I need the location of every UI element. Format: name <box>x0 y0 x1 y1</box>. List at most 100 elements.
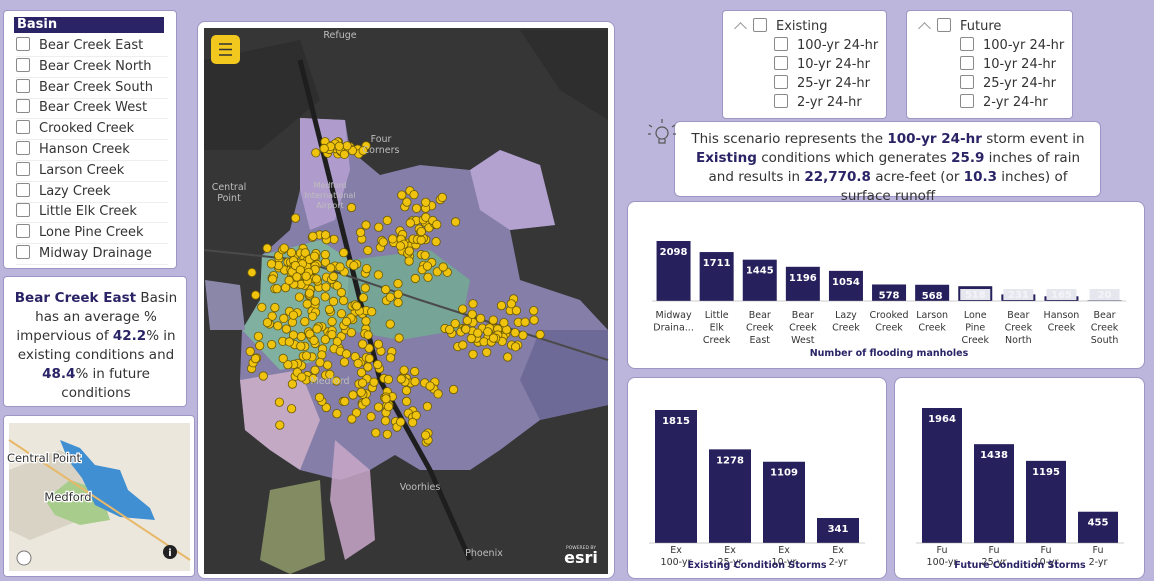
checkbox[interactable] <box>937 18 951 32</box>
basin-area <box>260 480 325 574</box>
value: 48.4 <box>42 366 76 382</box>
filter-option[interactable]: 10-yr 24-hr <box>960 55 1056 75</box>
manhole-dot <box>309 335 319 345</box>
checkbox[interactable] <box>774 56 788 70</box>
checkbox[interactable] <box>16 37 30 51</box>
bar <box>785 266 820 301</box>
basin-option[interactable]: Bear Creek West <box>16 98 168 120</box>
bar <box>656 241 691 301</box>
checkbox[interactable] <box>16 99 30 114</box>
manhole-dot <box>300 316 310 327</box>
basin-area <box>470 150 555 230</box>
manhole-dot <box>270 302 280 313</box>
checkbox[interactable] <box>16 57 30 72</box>
manhole-dot <box>347 414 357 424</box>
manhole-dot <box>467 309 477 319</box>
checkbox[interactable] <box>16 245 30 259</box>
checkbox[interactable] <box>16 161 30 176</box>
bar <box>872 284 907 301</box>
filter-option[interactable]: 2-yr 24-hr <box>960 93 1048 113</box>
basin-option[interactable]: Lone Pine Creek <box>16 223 168 245</box>
manhole-dot <box>511 305 522 316</box>
manhole-dot <box>355 227 366 237</box>
checkbox[interactable] <box>960 94 974 108</box>
inset-locate[interactable] <box>16 550 32 566</box>
manhole-dot <box>421 197 431 207</box>
checkbox[interactable] <box>16 78 30 93</box>
filter-header[interactable]: Existing <box>733 17 828 37</box>
manhole-dot <box>410 273 420 284</box>
value-label-box <box>960 289 991 300</box>
value-label: 1815 <box>662 416 690 427</box>
value-label: 455 <box>1088 518 1109 529</box>
option-label: 25-yr 24-hr <box>797 76 870 91</box>
inset-info[interactable] <box>163 545 177 559</box>
checkbox[interactable] <box>774 37 788 51</box>
filter-option[interactable]: 10-yr 24-hr <box>774 55 870 75</box>
option-label: Lone Pine Creek <box>39 225 144 241</box>
manhole-dot <box>363 362 373 372</box>
manhole-dot <box>322 360 333 370</box>
bar <box>1026 460 1066 543</box>
inset-label: Central Point <box>7 451 82 465</box>
checkbox[interactable] <box>16 182 30 197</box>
manhole-dot <box>339 357 349 367</box>
filter-option[interactable]: 100-yr 24-hr <box>960 36 1064 56</box>
map-label: Central Point <box>212 182 247 204</box>
manhole-dot <box>411 203 422 213</box>
checkbox[interactable] <box>774 94 788 108</box>
checkbox[interactable] <box>753 18 767 32</box>
manhole-dot <box>385 292 395 302</box>
checkbox[interactable] <box>16 224 30 239</box>
checkbox[interactable] <box>774 75 788 89</box>
basin-option[interactable]: Bear Creek South <box>16 78 168 99</box>
filter-header[interactable]: Future <box>917 17 1001 37</box>
basin-option[interactable]: Little Elk Creek <box>16 202 168 224</box>
manhole-dot <box>431 237 441 247</box>
text: % in existing conditions and <box>17 328 176 363</box>
manhole-dot <box>385 353 396 363</box>
basin-option[interactable]: Hanson Creek <box>16 140 168 161</box>
manhole-dot <box>466 333 476 344</box>
manhole-dot <box>475 313 486 323</box>
manhole-dot <box>401 396 412 406</box>
basin-option[interactable]: Midway Drainage <box>16 244 168 265</box>
manhole-dot <box>262 243 272 253</box>
manhole-dot <box>362 263 372 274</box>
basin-area <box>330 440 375 560</box>
filter-option[interactable]: 100-yr 24-hr <box>774 36 878 56</box>
manhole-dot <box>358 146 368 156</box>
manhole-dot <box>335 262 345 272</box>
manhole-dot <box>529 315 539 325</box>
manhole-dot <box>450 318 460 329</box>
manhole-dot <box>357 339 368 349</box>
filter-option[interactable]: 25-yr 24-hr <box>960 74 1056 94</box>
text: This scenario represents the <box>691 131 888 147</box>
manhole-dot <box>405 218 415 228</box>
basin-option[interactable]: Bear Creek East <box>16 36 168 57</box>
checkbox[interactable] <box>16 141 30 155</box>
checkbox[interactable] <box>16 120 30 135</box>
manhole-dot <box>499 318 509 328</box>
checkbox[interactable] <box>960 37 974 51</box>
text: inches of rain and results in <box>708 150 1081 185</box>
manhole-dot <box>257 302 267 312</box>
manhole-dot <box>296 331 306 342</box>
basin-option[interactable]: Larson Creek <box>16 161 168 182</box>
basin-option[interactable]: Lazy Creek <box>16 182 168 203</box>
value: 22,770.8 <box>804 169 871 185</box>
checkbox[interactable] <box>960 75 974 89</box>
manhole-dot <box>510 328 520 338</box>
x-tick-label: Midway Draina... <box>653 310 694 334</box>
checkbox[interactable] <box>960 56 974 70</box>
manhole-dot <box>483 327 493 337</box>
manhole-dot <box>361 316 371 326</box>
manhole-dot <box>422 261 432 271</box>
filter-option[interactable]: 25-yr 24-hr <box>774 74 870 94</box>
filter-option[interactable]: 2-yr 24-hr <box>774 93 862 113</box>
basin-option[interactable]: Crooked Creek <box>16 119 168 141</box>
manhole-dot <box>395 417 406 427</box>
basin-option[interactable]: Bear Creek North <box>16 57 168 78</box>
checkbox[interactable] <box>16 203 30 218</box>
